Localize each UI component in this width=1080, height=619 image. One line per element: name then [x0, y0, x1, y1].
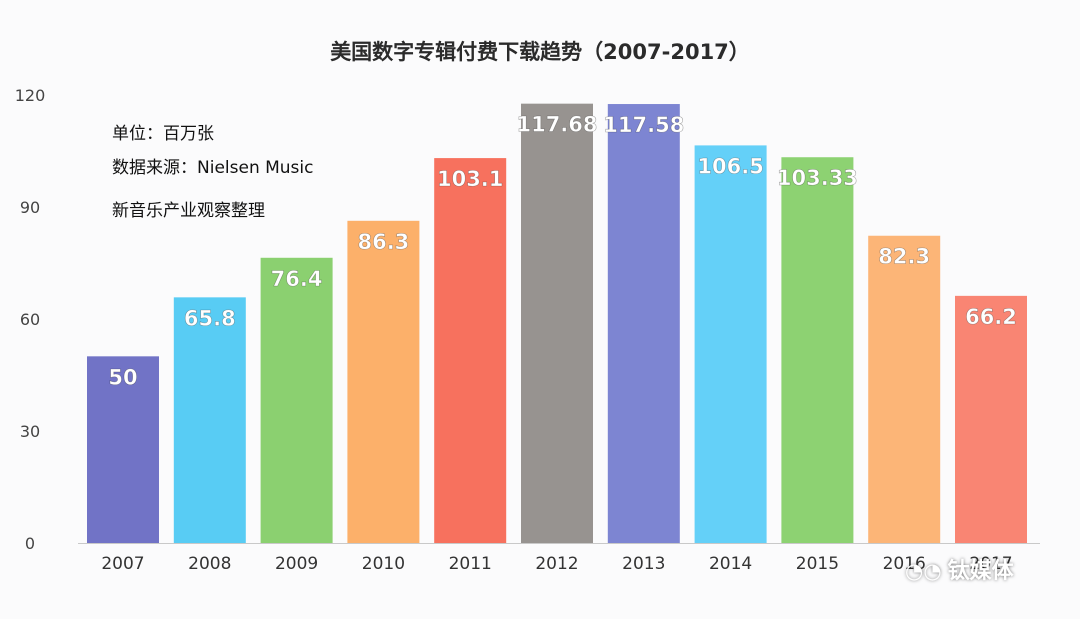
chart-note-unit: 单位：百万张 — [112, 124, 214, 144]
wechat-icon: ◔◔ — [905, 559, 942, 583]
bar — [781, 157, 854, 543]
bar — [868, 235, 941, 543]
bar — [607, 104, 680, 543]
bar — [260, 257, 333, 543]
bar-value-label: 65.8 — [184, 306, 236, 330]
bar — [955, 295, 1027, 543]
x-tick-label: 2014 — [709, 554, 752, 574]
y-tick-label: 90 — [20, 198, 40, 217]
bar — [347, 220, 420, 543]
bar-value-label: 82.3 — [878, 245, 930, 269]
y-tick-label: 60 — [20, 310, 40, 329]
bar — [434, 158, 507, 544]
x-tick-label: 2013 — [622, 554, 665, 574]
bar-value-label: 103.1 — [437, 167, 503, 191]
y-tick-label: 120 — [15, 86, 46, 105]
bar-value-label: 86.3 — [357, 230, 409, 254]
x-tick-label: 2016 — [883, 554, 926, 574]
x-tick-label: 2012 — [535, 554, 578, 574]
bar-value-label: 117.58 — [603, 113, 684, 137]
bar — [521, 103, 593, 544]
x-tick-label: 2009 — [275, 554, 318, 574]
bar — [87, 356, 159, 543]
x-tick-label: 2010 — [362, 554, 405, 574]
x-tick-label: 2008 — [188, 554, 231, 574]
bar-value-label: 103.33 — [777, 166, 858, 190]
watermark-text: 钛媒体 — [947, 559, 1014, 584]
chart-note-credit: 新音乐产业观察整理 — [112, 201, 265, 221]
bar-value-label: 117.68 — [516, 113, 597, 137]
y-tick-label: 0 — [25, 534, 35, 553]
x-tick-label: 2015 — [796, 554, 839, 574]
bar-value-label: 76.4 — [271, 267, 323, 291]
chart-title: 美国数字专辑付费下载趋势（2007-2017） — [330, 40, 750, 64]
y-tick-label: 30 — [20, 422, 40, 441]
bar — [173, 297, 246, 543]
bar — [694, 145, 767, 543]
chart-note-source: 数据来源：Nielsen Music — [112, 158, 314, 178]
bar-value-label: 50 — [108, 365, 137, 389]
bar-value-label: 66.2 — [965, 305, 1017, 329]
watermark: ◔◔ 钛媒体 — [905, 553, 1014, 585]
bar-value-label: 106.5 — [697, 154, 763, 178]
x-tick-label: 2007 — [101, 554, 144, 574]
x-tick-label: 2017 — [969, 554, 1012, 574]
x-tick-label: 2011 — [449, 554, 492, 574]
